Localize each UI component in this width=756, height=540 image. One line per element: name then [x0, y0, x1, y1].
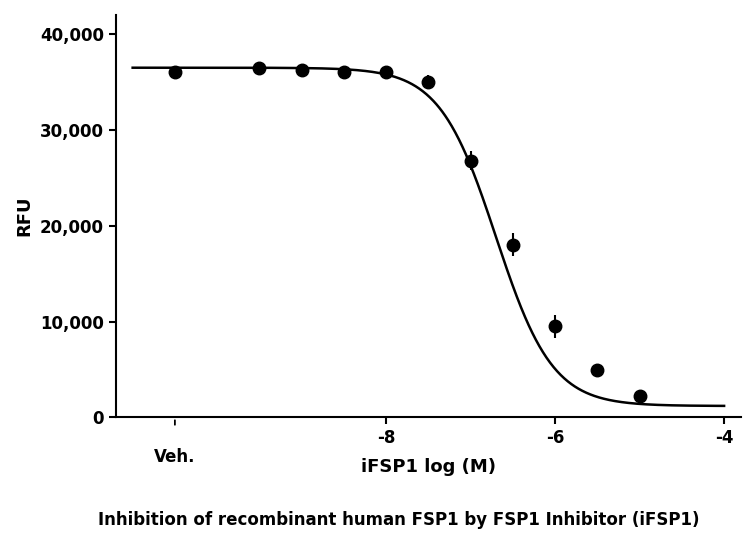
Text: Inhibition of recombinant human FSP1 by FSP1 Inhibitor (iFSP1): Inhibition of recombinant human FSP1 by … [98, 511, 700, 529]
X-axis label: iFSP1 log (M): iFSP1 log (M) [361, 458, 496, 476]
Text: Veh.: Veh. [154, 448, 196, 466]
Y-axis label: RFU: RFU [15, 196, 33, 237]
